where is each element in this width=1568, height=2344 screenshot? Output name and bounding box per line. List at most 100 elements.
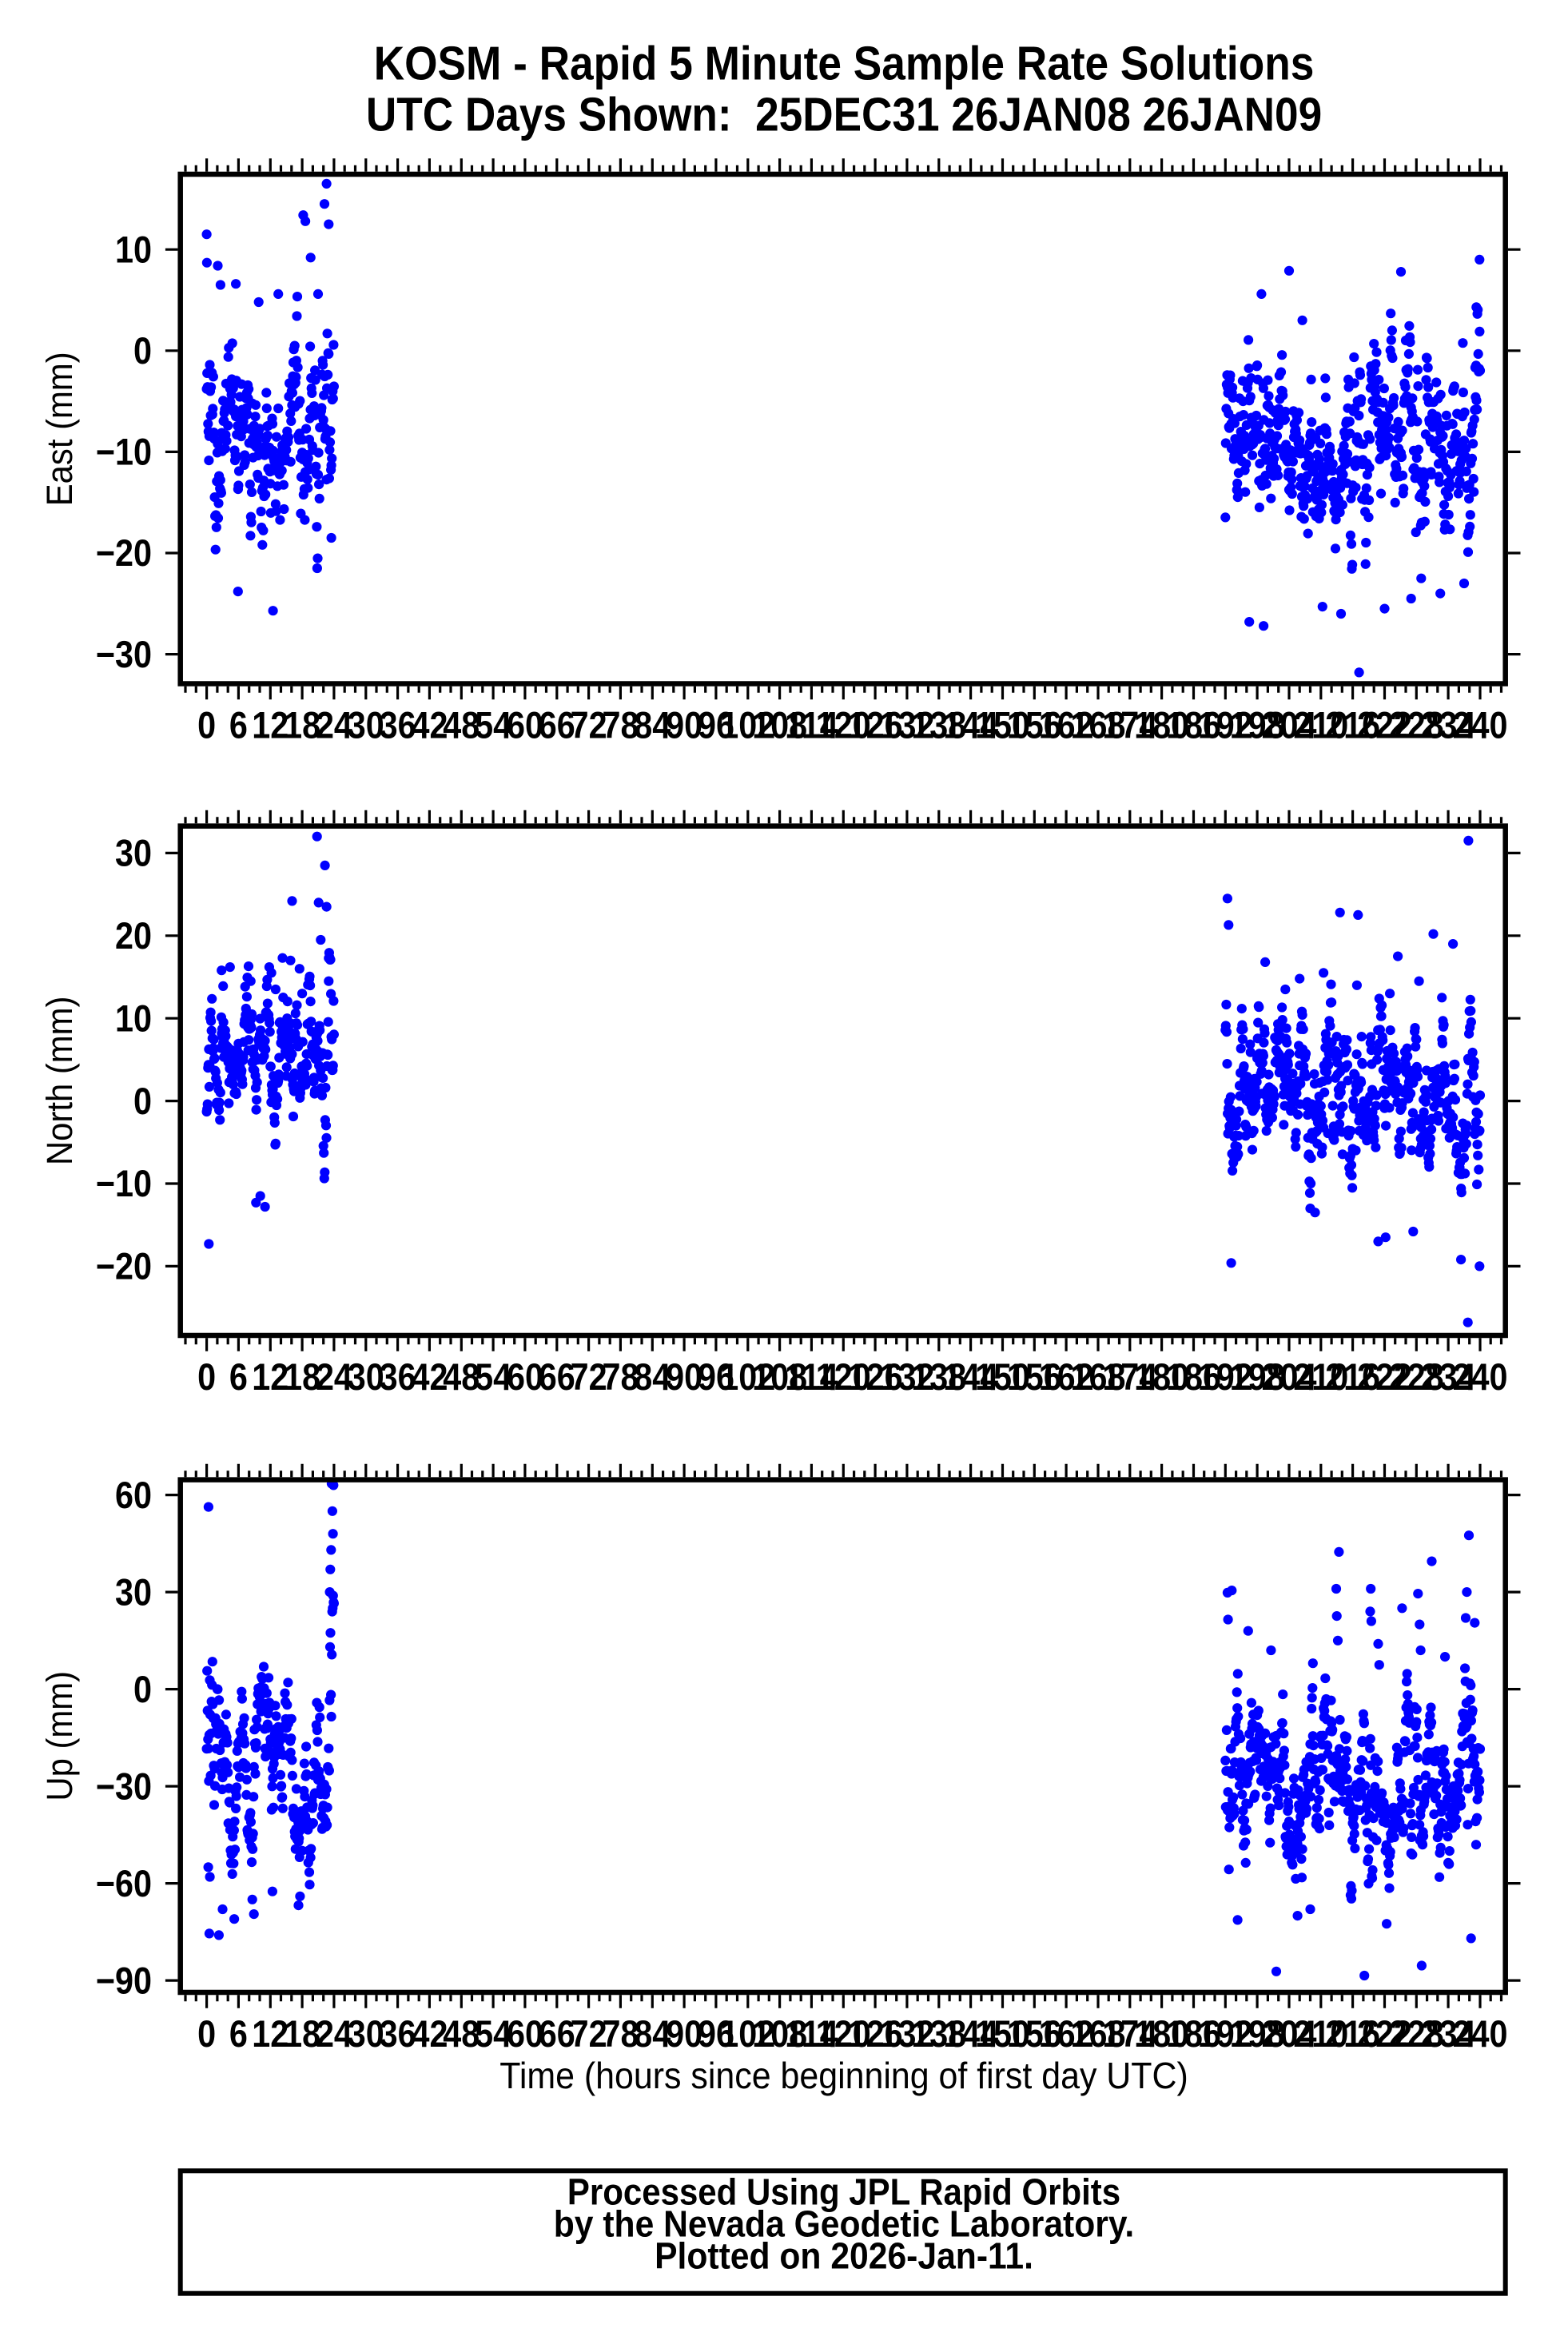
svg-text:156: 156 <box>1007 705 1062 746</box>
svg-text:42: 42 <box>411 2014 448 2055</box>
svg-text:192: 192 <box>1198 2014 1253 2055</box>
svg-text:42: 42 <box>411 1357 448 1399</box>
svg-text:0: 0 <box>197 2014 216 2055</box>
svg-text:30: 30 <box>115 833 152 874</box>
svg-text:150: 150 <box>975 2014 1030 2055</box>
svg-text:60: 60 <box>507 1357 543 1399</box>
svg-text:156: 156 <box>1007 2014 1062 2055</box>
svg-text:120: 120 <box>816 705 871 746</box>
svg-text:24: 24 <box>316 705 352 746</box>
svg-text:186: 186 <box>1166 705 1221 746</box>
svg-text:Processed Using JPL Rapid Orbi: Processed Using JPL Rapid Orbits <box>567 2172 1120 2213</box>
svg-text:6: 6 <box>229 1357 248 1399</box>
svg-text:204: 204 <box>1261 705 1316 746</box>
svg-text:54: 54 <box>475 2014 511 2055</box>
svg-text:186: 186 <box>1166 1357 1221 1399</box>
svg-text:30: 30 <box>348 1357 384 1399</box>
svg-text:144: 144 <box>943 1357 998 1399</box>
svg-text:174: 174 <box>1102 2014 1157 2055</box>
svg-text:−20: −20 <box>96 533 152 575</box>
svg-text:222: 222 <box>1357 705 1412 746</box>
svg-text:108: 108 <box>752 1357 807 1399</box>
svg-text:228: 228 <box>1389 1357 1444 1399</box>
svg-text:114: 114 <box>785 1357 838 1399</box>
svg-text:180: 180 <box>1134 705 1189 746</box>
svg-text:UTC Days Shown: 25DEC31 26JAN: UTC Days Shown: 25DEC31 26JAN08 26JAN09 <box>366 88 1322 141</box>
svg-text:108: 108 <box>752 705 807 746</box>
svg-text:168: 168 <box>1070 1357 1125 1399</box>
svg-text:0: 0 <box>197 1357 216 1399</box>
svg-text:102: 102 <box>720 705 775 746</box>
svg-text:30: 30 <box>115 1572 152 1614</box>
svg-text:216: 216 <box>1325 705 1380 746</box>
svg-text:138: 138 <box>911 1357 966 1399</box>
svg-text:228: 228 <box>1389 705 1444 746</box>
svg-text:174: 174 <box>1102 705 1157 746</box>
svg-text:78: 78 <box>602 2014 639 2055</box>
svg-text:84: 84 <box>634 1357 671 1399</box>
svg-text:12: 12 <box>252 2014 289 2055</box>
svg-text:150: 150 <box>975 705 1030 746</box>
svg-text:102: 102 <box>720 2014 775 2055</box>
svg-text:114: 114 <box>785 2014 838 2055</box>
svg-text:120: 120 <box>816 2014 871 2055</box>
svg-text:18: 18 <box>284 705 320 746</box>
svg-text:198: 198 <box>1230 1357 1285 1399</box>
svg-text:KOSM - Rapid 5 Minute Sample R: KOSM - Rapid 5 Minute Sample Rate Soluti… <box>374 37 1315 90</box>
svg-text:12: 12 <box>252 1357 289 1399</box>
svg-text:−30: −30 <box>96 634 152 675</box>
svg-text:204: 204 <box>1261 1357 1316 1399</box>
svg-text:36: 36 <box>380 2014 416 2055</box>
svg-text:10: 10 <box>115 998 152 1040</box>
svg-text:48: 48 <box>443 2014 480 2055</box>
svg-text:126: 126 <box>848 1357 903 1399</box>
svg-text:by the Nevada Geodetic Laborat: by the Nevada Geodetic Laboratory. <box>554 2204 1135 2245</box>
svg-text:240: 240 <box>1452 1357 1507 1399</box>
svg-text:72: 72 <box>571 2014 607 2055</box>
svg-text:132: 132 <box>879 2014 934 2055</box>
svg-text:20: 20 <box>115 916 152 957</box>
svg-text:−60: −60 <box>96 1863 152 1904</box>
svg-text:216: 216 <box>1325 2014 1380 2055</box>
svg-text:66: 66 <box>539 2014 575 2055</box>
svg-text:−10: −10 <box>96 432 152 473</box>
svg-text:72: 72 <box>571 1357 607 1399</box>
svg-text:138: 138 <box>911 2014 966 2055</box>
svg-text:102: 102 <box>720 1357 775 1399</box>
svg-text:210: 210 <box>1293 1357 1348 1399</box>
svg-text:180: 180 <box>1134 1357 1189 1399</box>
svg-text:90: 90 <box>666 1357 702 1399</box>
svg-text:186: 186 <box>1166 2014 1221 2055</box>
svg-text:54: 54 <box>475 705 511 746</box>
svg-text:126: 126 <box>848 705 903 746</box>
svg-text:96: 96 <box>698 705 734 746</box>
svg-text:192: 192 <box>1198 1357 1253 1399</box>
svg-text:240: 240 <box>1452 2014 1507 2055</box>
svg-text:120: 120 <box>816 1357 871 1399</box>
svg-text:108: 108 <box>752 2014 807 2055</box>
svg-text:78: 78 <box>602 705 639 746</box>
svg-text:228: 228 <box>1389 2014 1444 2055</box>
svg-text:114: 114 <box>785 705 838 746</box>
svg-text:210: 210 <box>1293 705 1348 746</box>
svg-text:24: 24 <box>316 2014 352 2055</box>
svg-text:Plotted on 2026-Jan-11.: Plotted on 2026-Jan-11. <box>655 2236 1033 2277</box>
svg-text:162: 162 <box>1039 1357 1094 1399</box>
svg-text:66: 66 <box>539 1357 575 1399</box>
svg-text:234: 234 <box>1421 705 1476 746</box>
svg-text:54: 54 <box>475 1357 511 1399</box>
svg-text:48: 48 <box>443 705 480 746</box>
svg-text:144: 144 <box>943 705 998 746</box>
svg-text:204: 204 <box>1261 2014 1316 2055</box>
svg-text:144: 144 <box>943 2014 998 2055</box>
svg-text:234: 234 <box>1421 2014 1476 2055</box>
svg-text:96: 96 <box>698 1357 734 1399</box>
svg-text:132: 132 <box>879 705 934 746</box>
svg-text:0: 0 <box>133 1669 152 1710</box>
svg-text:10: 10 <box>115 229 152 271</box>
svg-text:162: 162 <box>1039 705 1094 746</box>
svg-text:−20: −20 <box>96 1246 152 1287</box>
svg-text:96: 96 <box>698 2014 734 2055</box>
svg-text:216: 216 <box>1325 1357 1380 1399</box>
svg-text:36: 36 <box>380 705 416 746</box>
